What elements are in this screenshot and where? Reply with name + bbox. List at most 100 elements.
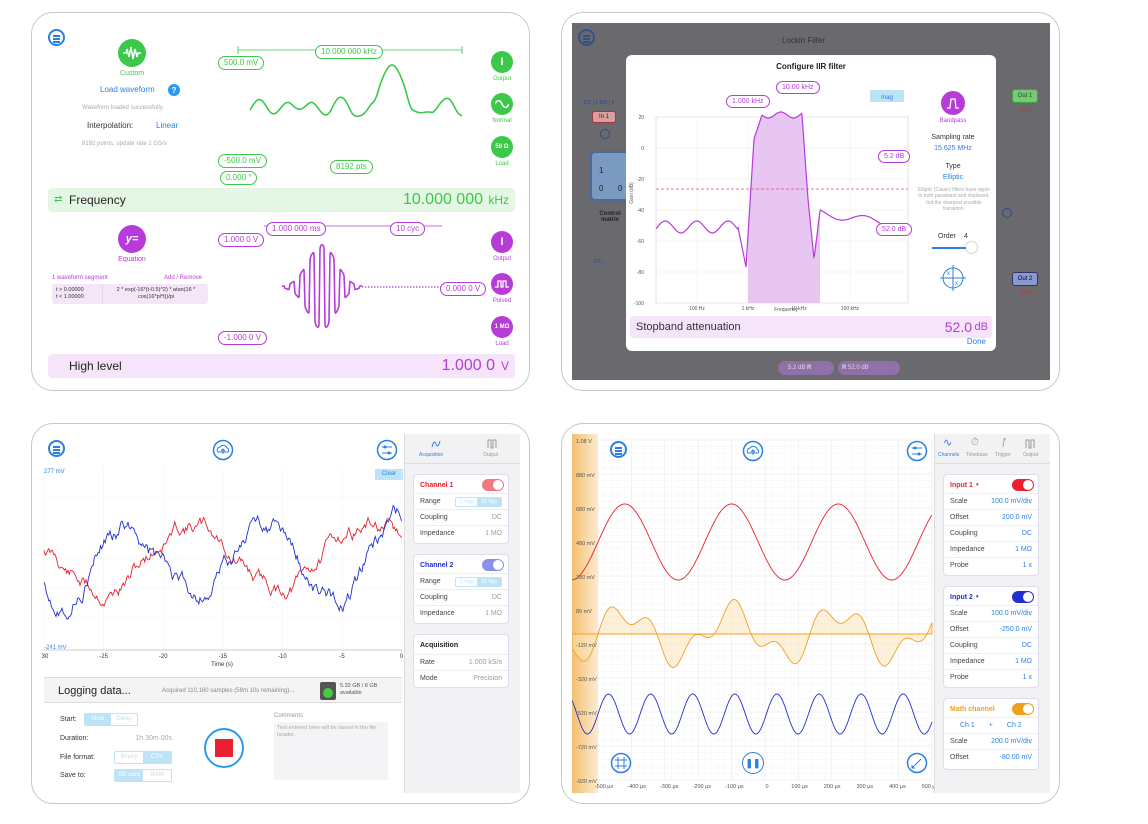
cycles-marker[interactable]: 10 cyc <box>390 222 426 236</box>
input1-offset-row[interactable]: Offset 200.0 mV <box>944 509 1038 525</box>
channel2-coupling-row[interactable]: Coupling DC <box>414 589 508 605</box>
pencil-icon[interactable] <box>906 752 928 774</box>
pulse-mode-icon[interactable] <box>491 273 513 295</box>
control-matrix[interactable]: 1 0 0 <box>590 151 630 201</box>
menu-icon[interactable] <box>610 441 627 458</box>
phase-marker[interactable]: 0.000 ° <box>220 171 258 185</box>
range-10vpp-option[interactable]: 10 Vpp <box>477 577 501 586</box>
passband-ripple-marker[interactable]: 5.2 dB <box>878 150 911 163</box>
bandpass-icon[interactable] <box>941 91 965 115</box>
stopband-pill[interactable]: R 52.0 dB <box>838 361 900 375</box>
trigger-tab[interactable]: Trigger <box>995 452 1011 458</box>
load2-button[interactable]: 1 MΩ <box>491 316 513 338</box>
in1-badge[interactable]: In 1 <box>592 111 616 123</box>
channel2-toggle[interactable] <box>482 559 504 571</box>
menu-icon[interactable] <box>48 440 65 457</box>
input1-scale-row[interactable]: Scale 100.0 mV/div <box>944 493 1038 509</box>
output-power-icon[interactable]: I <box>491 51 513 73</box>
high-level-marker[interactable]: 1.000 0 V <box>218 233 265 247</box>
trigger-tab-icon[interactable]: ƒ <box>1001 437 1007 448</box>
custom-waveform-icon[interactable] <box>118 39 146 67</box>
input2-scale-row[interactable]: Scale 100.0 mV/div <box>944 605 1038 621</box>
stopband-attenuation-bar[interactable]: Stopband attenuation 52.0 dB <box>630 316 992 338</box>
rate-row[interactable]: Rate 1.000 kS/s <box>414 654 508 670</box>
channel2-impedance-row[interactable]: Impedance 1 MΩ <box>414 605 508 621</box>
mode-row[interactable]: Mode Precision <box>414 670 508 686</box>
output-tab[interactable]: Output <box>483 452 499 458</box>
input2-probe-row[interactable]: Probe 1 x <box>944 669 1038 685</box>
menu-icon[interactable] <box>578 29 595 46</box>
high-level-bar[interactable]: High level 1.000 0 V <box>48 354 515 378</box>
binary-option[interactable]: Binary <box>120 754 138 760</box>
acquisition-tab-icon[interactable] <box>431 439 441 449</box>
logger-chart[interactable]: -30 -25 -20 -15 -10 -5 0 Time (s) <box>42 468 404 668</box>
sine-mode-icon[interactable] <box>491 93 513 115</box>
math-operation-row[interactable]: Ch 1 + Ch 2 <box>944 717 1038 733</box>
math-offset-row[interactable]: Offset -80.00 mV <box>944 749 1038 765</box>
order-slider[interactable] <box>932 247 976 249</box>
channels-tab-icon[interactable]: ∿ <box>943 437 953 449</box>
input1-impedance-row[interactable]: Impedance 1 MΩ <box>944 541 1038 557</box>
cutoff-low-marker[interactable]: 1.000 kHz <box>726 95 770 108</box>
grid-icon[interactable] <box>610 752 632 774</box>
range-1vpp-option[interactable]: 1 Vpp <box>460 498 474 505</box>
input2-dropdown-icon[interactable]: ▾ <box>975 594 979 600</box>
load-button[interactable]: 50 Ω <box>491 136 513 158</box>
low-level-marker[interactable]: -1.000 0 V <box>218 331 267 345</box>
output-tab-icon[interactable] <box>487 439 497 449</box>
file-format-segmented[interactable]: Binary CSV <box>114 751 172 764</box>
start-now-option[interactable]: Now <box>85 714 111 725</box>
channel1-impedance-row[interactable]: Impedance 1 MΩ <box>414 525 508 541</box>
equation-segment-row[interactable]: t > 0.00000 t < 1.00000 2 * exp(-16*(t-0… <box>52 284 208 304</box>
input2-offset-row[interactable]: Offset -250.0 mV <box>944 621 1038 637</box>
passband-pill[interactable]: 5.2 dB R <box>778 361 834 375</box>
math-scale-row[interactable]: Scale 200.0 mV/div <box>944 733 1038 749</box>
cutoff-high-marker[interactable]: 10.00 kHz <box>776 81 820 94</box>
ram-option[interactable]: RAM <box>150 772 164 778</box>
start-delay-option[interactable]: Delay <box>116 716 132 722</box>
math-operand-b[interactable]: Ch 2 <box>1006 722 1022 729</box>
add-remove-link[interactable]: Add / Remove <box>164 275 203 281</box>
csv-option[interactable]: CSV <box>143 752 171 763</box>
channel1-coupling-row[interactable]: Coupling DC <box>414 509 508 525</box>
math-operator[interactable]: + <box>988 722 993 729</box>
pause-icon[interactable]: ❚❚ <box>742 752 764 774</box>
input2-impedance-row[interactable]: Impedance 1 MΩ <box>944 653 1038 669</box>
interpolation-value[interactable]: Linear <box>156 121 179 130</box>
acquisition-tab[interactable]: Acquisition <box>419 452 444 458</box>
stopband-marker[interactable]: 52.0 dB <box>876 223 913 236</box>
output-tab-icon[interactable] <box>1025 439 1035 449</box>
oscilloscope-chart[interactable]: 1.08 V 880 mV 680 mV 480 mV 280 mV 80 mV -120 … <box>572 434 934 793</box>
cloud-upload-icon[interactable] <box>212 439 234 461</box>
save-to-segmented[interactable]: SD card RAM <box>114 769 172 782</box>
load-waveform-link[interactable]: Load waveform <box>100 85 155 94</box>
amplitude-high-marker[interactable]: 500.0 mV <box>218 56 265 70</box>
channel1-toggle[interactable] <box>482 479 504 491</box>
input2-toggle[interactable] <box>1012 591 1034 603</box>
settings-sliders-icon[interactable] <box>906 440 928 462</box>
type-value[interactable]: Elliptic <box>942 174 964 181</box>
input1-dropdown-icon[interactable]: ▾ <box>975 482 979 488</box>
cloud-upload-icon[interactable] <box>742 440 764 462</box>
sd-card-option[interactable]: SD card <box>115 770 143 781</box>
done-button[interactable]: Done <box>966 337 986 346</box>
amplitude-low-marker[interactable]: -500.0 mV <box>218 154 267 168</box>
menu-icon[interactable] <box>48 29 65 46</box>
channels-tab[interactable]: Channels <box>938 452 960 458</box>
input1-coupling-row[interactable]: Coupling DC <box>944 525 1038 541</box>
input1-toggle[interactable] <box>1012 479 1034 491</box>
filter-response-chart[interactable]: 20 0 -20 -40 -60 -80 -100 100 Hz 1 kHz 10 kHz 100 … <box>626 73 916 313</box>
pole-zero-icon[interactable]: xx <box>940 265 966 291</box>
input1-probe-row[interactable]: Probe 1 x <box>944 557 1038 573</box>
burst-time-marker[interactable]: 1.000 000 ms <box>266 222 327 236</box>
input2-coupling-row[interactable]: Coupling DC <box>944 637 1038 653</box>
out2-badge[interactable]: Out 2 <box>1012 272 1038 286</box>
out1-badge[interactable]: Out 1 <box>1012 89 1038 103</box>
timebase-tab[interactable]: Timebase <box>966 452 988 458</box>
idle-level-marker[interactable]: 0.000 0 V <box>440 282 487 296</box>
timebase-tab-icon[interactable]: ⏱ <box>971 437 979 448</box>
math-toggle[interactable] <box>1012 703 1034 715</box>
help-icon[interactable]: ? <box>168 84 180 96</box>
points-marker[interactable]: 8192 pts <box>330 160 373 174</box>
frequency-marker[interactable]: 10.000 000 kHz <box>315 45 384 59</box>
